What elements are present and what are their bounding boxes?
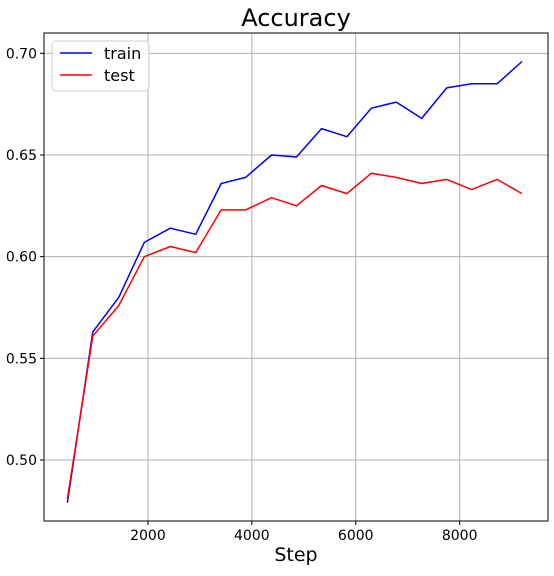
series-line-train bbox=[66, 60, 523, 503]
plot-frame bbox=[43, 32, 549, 522]
x-axis-label: Step bbox=[274, 544, 317, 566]
chart-title: Accuracy bbox=[241, 4, 351, 32]
series-line-test bbox=[66, 172, 523, 499]
x-tick-label: 4000 bbox=[234, 528, 270, 544]
y-tick-label: 0.65 bbox=[6, 148, 37, 164]
y-tick-label: 0.70 bbox=[6, 46, 37, 62]
x-tick-label: 6000 bbox=[338, 528, 374, 544]
y-tick-label: 0.55 bbox=[6, 351, 37, 367]
tick-layer: 2000 4000 6000 8000 0.50 0.55 0.60 0.65 0.70 bbox=[6, 46, 478, 544]
legend-label-train: train bbox=[104, 44, 141, 63]
legend: train test bbox=[51, 40, 150, 92]
y-tick-label: 0.50 bbox=[6, 453, 37, 469]
grid-layer bbox=[44, 33, 548, 521]
x-tick-label: 8000 bbox=[442, 528, 478, 544]
y-tick-label: 0.60 bbox=[6, 250, 37, 266]
series-layer bbox=[66, 60, 523, 503]
legend-label-test: test bbox=[104, 66, 135, 85]
x-tick-label: 2000 bbox=[130, 528, 166, 544]
